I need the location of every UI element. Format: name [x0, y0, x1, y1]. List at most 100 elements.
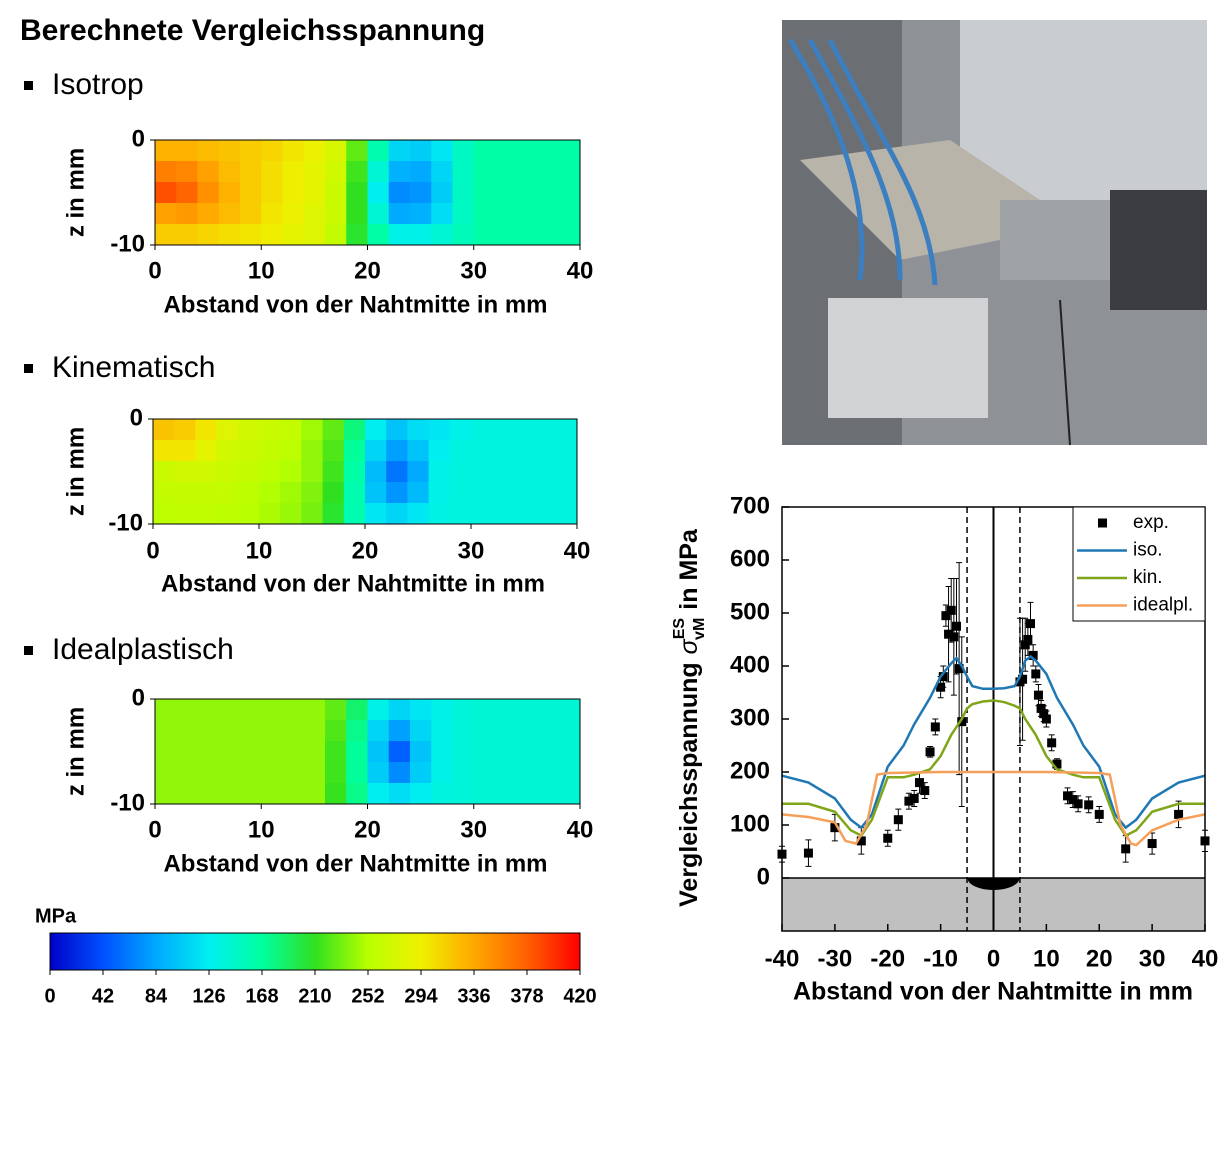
contour-cell [452, 203, 475, 225]
contour-cell [367, 699, 390, 721]
contour-cell [431, 224, 453, 246]
y-tick-label: 0 [757, 863, 770, 890]
x-tick-label: 40 [567, 257, 594, 284]
contour-cell [195, 440, 218, 462]
contour-cell [495, 161, 517, 183]
contour-cell [452, 140, 475, 162]
contour-cell [431, 783, 453, 805]
contour-cell [367, 741, 390, 763]
contour-cell [449, 503, 472, 525]
contour-cell [197, 203, 220, 225]
photo [782, 20, 1207, 446]
contour-cell [240, 741, 262, 763]
contour-cell [410, 182, 432, 204]
x-tick-label: 10 [246, 537, 273, 564]
bullet [24, 81, 33, 90]
contour-cell [449, 419, 472, 441]
colorbar-tick-label: 210 [298, 985, 331, 1007]
colorbar-tick-label: 84 [145, 985, 168, 1007]
contour-cell [558, 720, 581, 742]
colorbar [49, 932, 581, 971]
contour-cell [259, 503, 281, 525]
contour-cell [282, 224, 305, 246]
x-tick-label: 20 [354, 257, 381, 284]
contour-cell [534, 440, 557, 462]
data-point [941, 611, 951, 621]
contour-cell [155, 140, 177, 162]
data-point [1039, 709, 1049, 719]
legend-marker [1098, 518, 1107, 528]
y-axis-label: z in mm [62, 148, 89, 237]
contour-cell [537, 224, 560, 246]
y-label-sub: vM [691, 618, 708, 640]
contour-cell [367, 161, 390, 183]
contour-cell [473, 203, 496, 225]
contour-cell [555, 440, 578, 462]
contour-cell [471, 419, 493, 441]
bullet [24, 364, 33, 373]
contour-cell [558, 182, 581, 204]
contour-cell [322, 482, 345, 504]
contour-cell [259, 482, 281, 504]
colorbar-tick-label: 420 [563, 985, 596, 1007]
contour-cell [197, 783, 220, 805]
contour-cell [325, 224, 347, 246]
contour-cell [155, 720, 177, 742]
contour-cell [495, 182, 517, 204]
contour-cell [367, 762, 390, 784]
contour-cell [216, 461, 239, 483]
colorbar-tick-label: 378 [510, 985, 543, 1007]
contour-cell [346, 783, 368, 805]
contour-cell [534, 419, 557, 441]
contour-cell [240, 203, 262, 225]
contour-cell [261, 224, 283, 246]
y-tick-label: 400 [730, 651, 770, 678]
contour-cell [282, 140, 305, 162]
contour-cell [303, 720, 326, 742]
contour-cell [176, 741, 198, 763]
data-point [1084, 800, 1094, 810]
contour-cell [492, 503, 514, 525]
contour-cell [513, 461, 536, 483]
contour-cell [343, 503, 366, 525]
contour-cell [388, 182, 411, 204]
contour-cell [153, 440, 175, 462]
contour-cell [303, 741, 326, 763]
contour-cell [155, 741, 177, 763]
contour-cell [492, 440, 514, 462]
contour-cell [218, 783, 241, 805]
contour-cell [516, 720, 538, 742]
contour-cell [261, 699, 283, 721]
x-tick-label: 10 [1033, 945, 1060, 972]
data-point [1094, 809, 1104, 819]
contour-cell [367, 783, 390, 805]
contour-cell [410, 161, 432, 183]
contour-cell [216, 419, 239, 441]
contour-cell [516, 203, 538, 225]
contour-cell [195, 482, 218, 504]
contour-cell [174, 503, 196, 525]
contour-cell [218, 699, 241, 721]
contour-cell [197, 720, 220, 742]
data-point [1026, 619, 1036, 629]
contour-cell [325, 783, 347, 805]
contour-cell [471, 440, 493, 462]
contour-cell [388, 720, 411, 742]
contour-cell [197, 699, 220, 721]
data-point [1020, 640, 1030, 650]
y-tick-label: 200 [730, 757, 770, 784]
contour-cell [471, 461, 493, 483]
contour-cell [237, 461, 260, 483]
contour-cell [322, 503, 345, 525]
contour-cell [449, 482, 472, 504]
contour-cell [471, 503, 493, 525]
legend-label: kin. [1133, 567, 1163, 588]
x-tick-label: 20 [1086, 945, 1113, 972]
contour-cell [261, 762, 283, 784]
contour-cell [407, 503, 430, 525]
contour-cell [280, 482, 302, 504]
contour-cell [473, 140, 496, 162]
contour-cell [365, 461, 387, 483]
x-tick-label: 0 [148, 816, 161, 843]
